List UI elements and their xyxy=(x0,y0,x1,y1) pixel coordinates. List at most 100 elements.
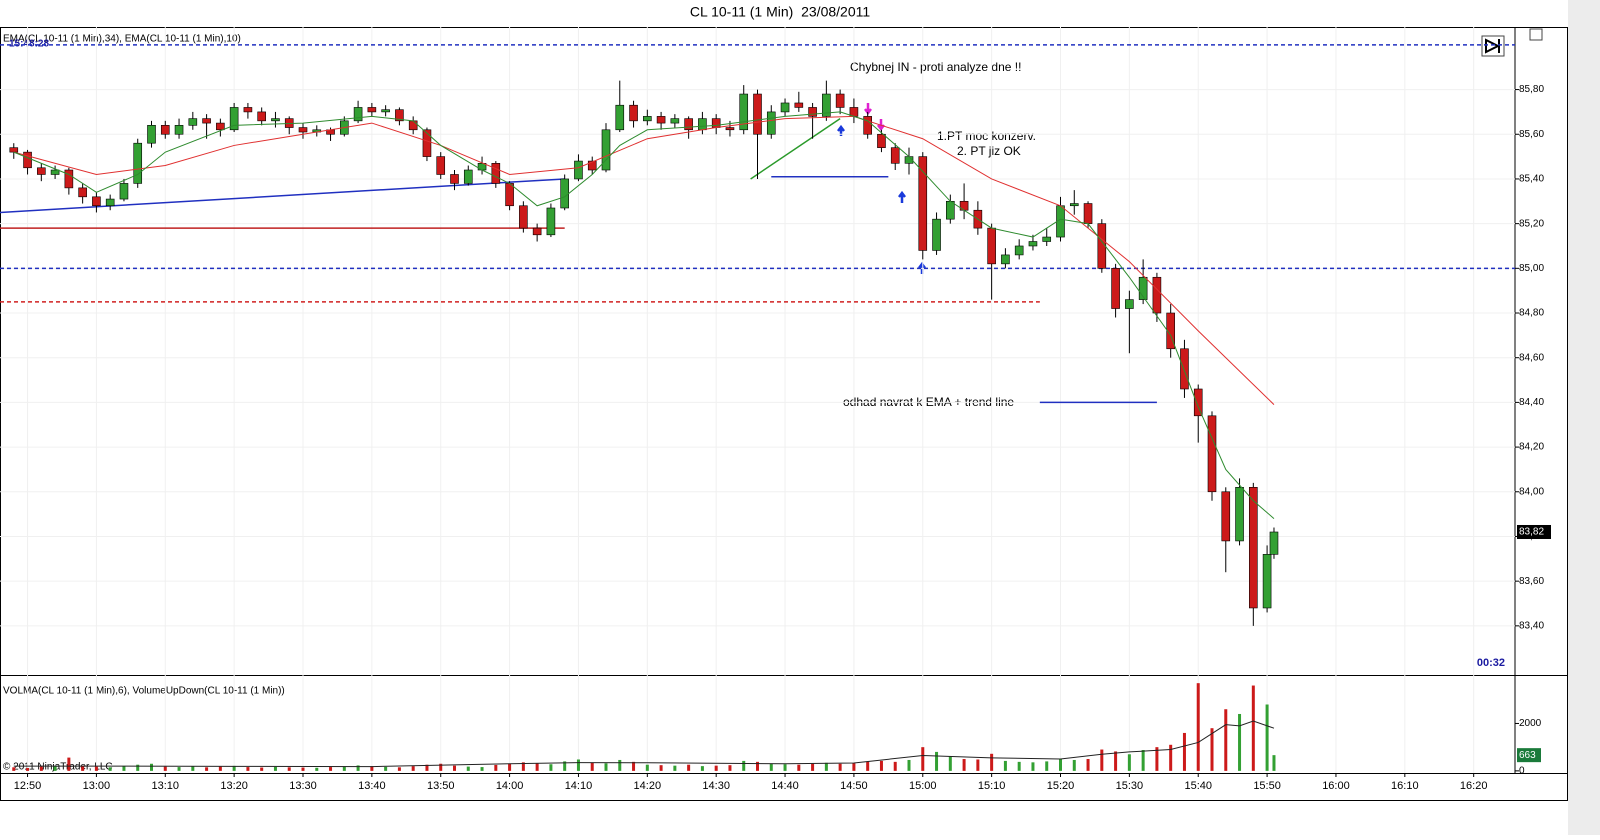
candle-body xyxy=(890,147,900,164)
annotation: 2. PT jiz OK xyxy=(957,144,1021,158)
x-tick-label: 15:40 xyxy=(1184,780,1212,792)
volume-bar xyxy=(1072,759,1076,771)
bar-timer: 00:32 xyxy=(1477,657,1505,669)
y-tick-label: 84,20 xyxy=(1519,442,1544,453)
candle-body xyxy=(532,227,542,236)
x-tick-label: 13:50 xyxy=(427,780,455,792)
x-tick-label: 16:00 xyxy=(1322,780,1350,792)
volume-bar xyxy=(12,767,16,771)
last-price-box xyxy=(1517,524,1551,539)
volume-bar xyxy=(439,763,443,771)
x-tick-label: 14:50 xyxy=(840,780,868,792)
volume-bar xyxy=(521,762,525,771)
candle-body xyxy=(50,169,60,175)
y-tick-label: 2000 xyxy=(1519,718,1542,729)
volume-bar xyxy=(301,767,305,771)
candle-body xyxy=(1180,348,1189,390)
candle-body xyxy=(629,104,638,122)
candle-body xyxy=(1152,276,1162,314)
candle-body xyxy=(1221,491,1231,542)
volume-bar xyxy=(356,765,360,771)
candle-body xyxy=(1249,487,1258,609)
candle-body xyxy=(505,183,514,207)
y-tick-label: 0 xyxy=(1519,766,1525,777)
copyright: © 2011 NinjaTrader, LLC xyxy=(3,762,113,773)
candle-body xyxy=(519,205,528,229)
volume-bar xyxy=(1251,685,1255,771)
volume-bar xyxy=(935,751,939,771)
candle-body xyxy=(560,178,569,209)
y-tick-label: 85,20 xyxy=(1519,218,1544,229)
candle-body xyxy=(174,125,184,135)
candle-body xyxy=(422,129,432,157)
f-button[interactable] xyxy=(1529,28,1543,41)
volume-bar xyxy=(1169,744,1173,771)
volume-bar xyxy=(700,766,704,771)
candle-body xyxy=(1042,236,1052,242)
x-tick-label: 13:20 xyxy=(220,780,248,792)
candle-body xyxy=(381,109,390,113)
volume-bar xyxy=(163,766,167,771)
volume-bar xyxy=(879,760,883,771)
candle-body xyxy=(615,104,625,131)
volume-bar xyxy=(535,763,539,771)
volume-bar xyxy=(1031,762,1035,771)
frame xyxy=(0,27,1568,801)
volume-bar xyxy=(494,764,498,771)
x-tick-label: 16:20 xyxy=(1460,780,1488,792)
candle-body xyxy=(656,116,666,124)
candle-body xyxy=(1001,254,1010,265)
volume-bar xyxy=(907,759,911,771)
candle-body xyxy=(987,227,996,265)
x-tick-label: 14:10 xyxy=(565,780,593,792)
candle-body xyxy=(1014,245,1024,256)
volume-bar xyxy=(604,763,608,771)
candle-body xyxy=(202,118,211,124)
candle-body xyxy=(1097,223,1107,269)
volume-bar xyxy=(811,763,815,771)
candle-body xyxy=(574,160,583,180)
candle-body xyxy=(119,183,129,200)
toolbar[interactable] xyxy=(1481,28,1543,57)
candle-body xyxy=(1069,203,1079,207)
candle-body xyxy=(808,107,817,117)
volume-bar xyxy=(1238,713,1242,771)
drawn-line xyxy=(0,178,565,214)
volume-bar xyxy=(632,761,636,771)
volume-bar xyxy=(384,766,388,771)
candle-body xyxy=(408,120,418,131)
x-tick-label: 14:20 xyxy=(634,780,662,792)
candle-body xyxy=(711,118,721,128)
volume-bar xyxy=(714,765,718,771)
volume-bar xyxy=(122,766,126,771)
volume-bar xyxy=(866,761,870,771)
volume-bar xyxy=(728,765,732,771)
last-volume-box xyxy=(1517,748,1541,763)
volume-bar xyxy=(411,766,415,771)
volume-bar xyxy=(26,768,30,771)
candle-body xyxy=(271,118,280,122)
volume-bar xyxy=(273,766,277,771)
volume-bar xyxy=(39,766,43,771)
candle-body xyxy=(147,125,156,144)
candle-body xyxy=(216,122,225,131)
candle-body xyxy=(23,151,32,169)
candle-body xyxy=(725,127,735,131)
x-tick-label: 15:00 xyxy=(909,780,937,792)
volume-bar xyxy=(1141,750,1145,771)
annotation: Chybnej IN - proti analyze dne !! xyxy=(850,60,1021,74)
candle-body xyxy=(37,167,46,175)
candle-body xyxy=(9,147,19,153)
candle-body xyxy=(766,111,776,135)
volume-bar xyxy=(824,762,828,771)
volume-bar xyxy=(742,760,746,771)
candle-body xyxy=(643,116,652,122)
volume-bar xyxy=(232,765,236,771)
volume-bar xyxy=(260,767,264,771)
volume-bar xyxy=(1059,758,1062,771)
volume-bar xyxy=(1086,759,1090,771)
volume-bar xyxy=(1045,761,1049,771)
volume-bar xyxy=(645,764,649,771)
candle-body xyxy=(367,107,377,113)
